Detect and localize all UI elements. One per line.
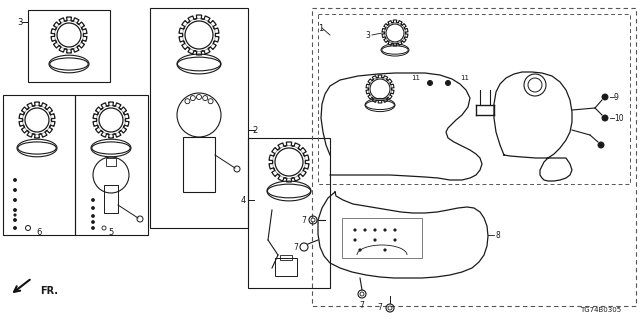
Circle shape [374,239,376,241]
Bar [183,137,215,192]
Circle shape [92,227,95,229]
Text: 5: 5 [108,228,114,236]
Circle shape [14,214,16,216]
Circle shape [598,142,604,148]
Circle shape [92,206,95,210]
Bar [280,255,292,260]
Bar [75,95,148,235]
Bar [312,8,636,306]
Circle shape [428,81,433,85]
Text: TG74B0305: TG74B0305 [580,307,621,313]
Circle shape [13,179,17,181]
Bar [3,95,75,235]
Text: 7: 7 [377,303,382,313]
Bar [28,10,110,82]
Text: FR.: FR. [40,286,58,296]
Bar [318,14,630,184]
Text: 9: 9 [614,92,619,101]
Text: 7: 7 [301,215,306,225]
Circle shape [364,229,366,231]
Text: 8: 8 [495,230,500,239]
Bar [275,258,297,276]
Circle shape [13,198,17,202]
Circle shape [354,239,356,241]
Bar [104,185,118,213]
Text: 11: 11 [411,75,420,81]
Bar [342,218,422,258]
Circle shape [354,229,356,231]
Bar [248,138,330,288]
Circle shape [602,115,608,121]
Bar [106,158,116,166]
Circle shape [384,249,386,251]
Circle shape [92,214,95,218]
Text: 7: 7 [293,243,298,252]
Circle shape [92,198,95,202]
Text: 10: 10 [614,114,623,123]
Text: 1: 1 [318,23,323,33]
Circle shape [13,209,17,212]
Text: 11: 11 [460,75,469,81]
Bar [150,8,248,228]
Text: 3: 3 [365,30,371,39]
Circle shape [602,94,608,100]
Circle shape [374,229,376,231]
Circle shape [394,239,396,241]
Circle shape [394,229,396,231]
Text: 7: 7 [360,300,364,309]
Text: 6: 6 [36,228,42,236]
Circle shape [92,220,95,223]
Text: 4: 4 [241,196,246,204]
Text: 2: 2 [252,125,258,134]
Text: 3: 3 [17,18,22,27]
Circle shape [445,81,451,85]
Circle shape [13,227,17,229]
Circle shape [13,219,17,221]
Circle shape [13,188,17,191]
Circle shape [384,229,386,231]
Circle shape [359,249,361,251]
